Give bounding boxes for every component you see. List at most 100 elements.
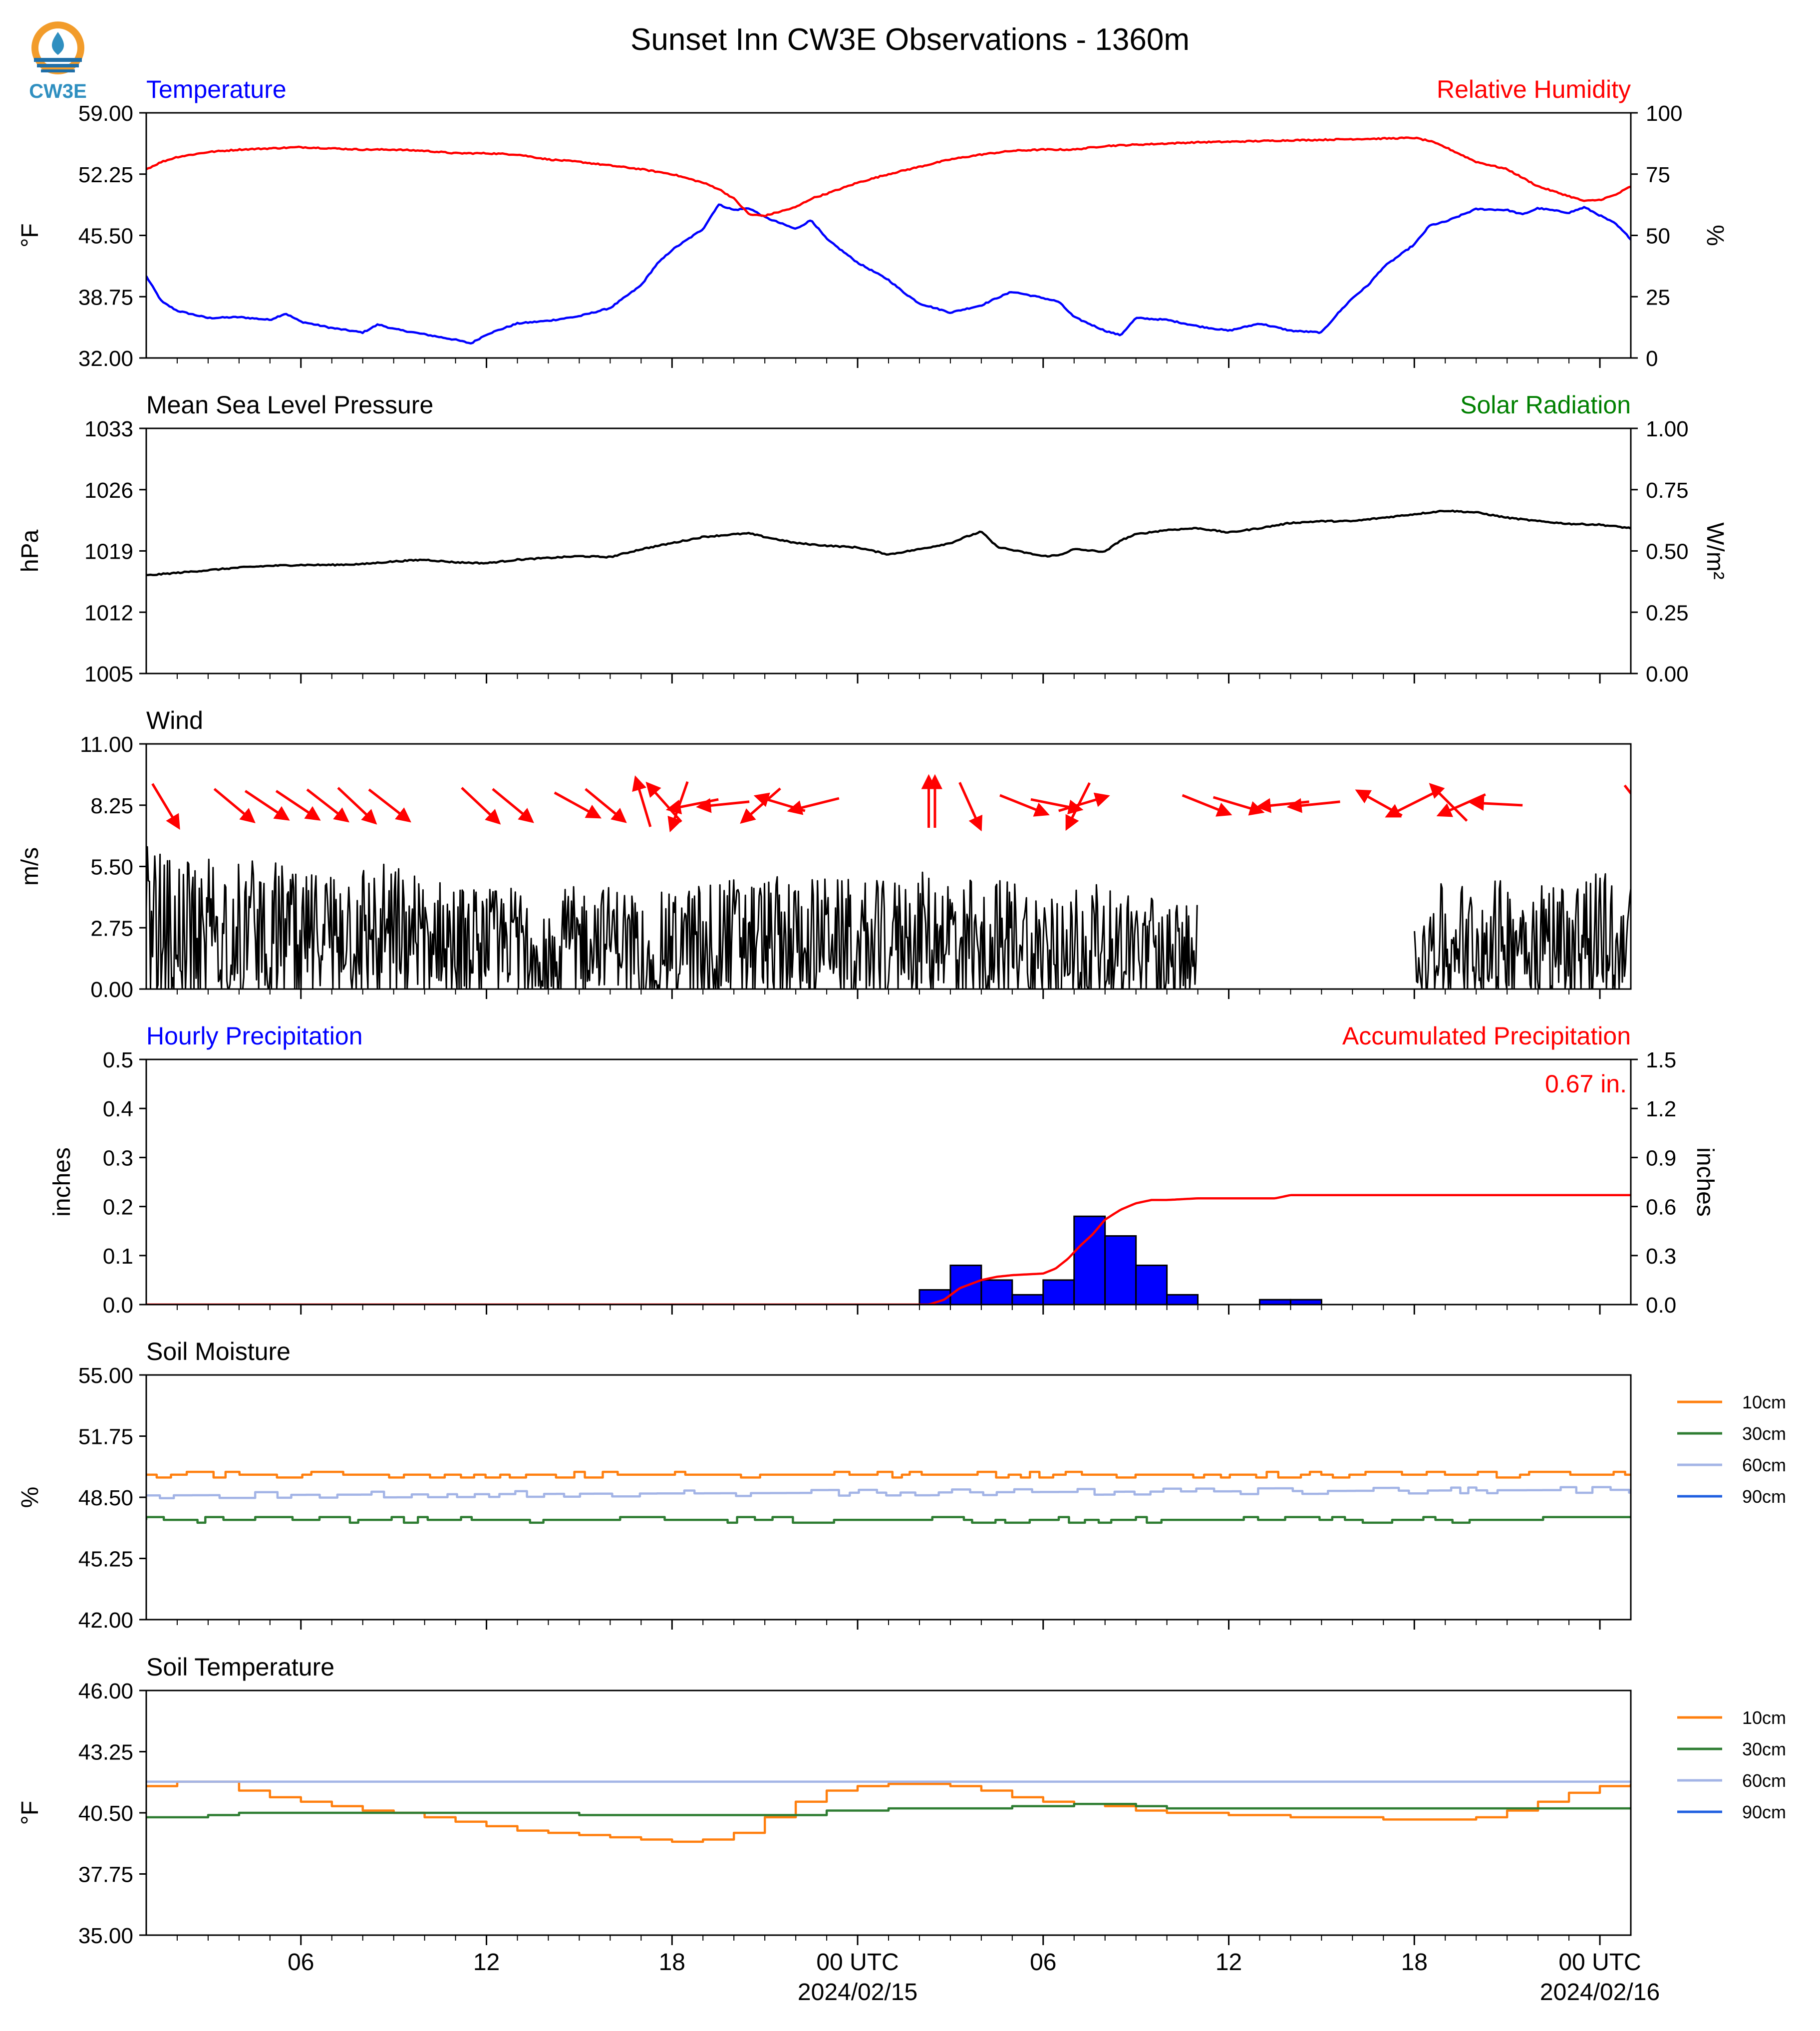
wind-direction-arrow [585, 788, 627, 823]
panel-title-left: Soil Temperature [146, 1653, 334, 1681]
wind-direction-arrow [151, 783, 180, 830]
wind-direction-arrow [554, 791, 602, 819]
y-tick-label-right: 1.5 [1646, 1048, 1676, 1072]
wind-direction-arrow [275, 790, 321, 821]
x-tick-label: 12 [1215, 1949, 1242, 1976]
plot-area [146, 136, 1631, 345]
y-tick-label-left: 42.00 [78, 1608, 133, 1633]
wind-direction-arrow [1065, 782, 1091, 831]
logo-text: CW3E [29, 80, 87, 102]
series-line-wind-speed [146, 846, 1631, 989]
panel-temperature-rh: Temperature Relative Humidity 59.00 52.25 45… [17, 75, 1728, 371]
x-tick-label: 06 [288, 1949, 314, 1976]
x-tick-label: 18 [659, 1949, 685, 1976]
y-axis-label-left: % [17, 1487, 43, 1508]
wind-direction-arrow [1623, 784, 1631, 796]
y-tick-label-left: 1005 [84, 662, 133, 686]
y-tick-label-left: 35.00 [78, 1924, 133, 1948]
y-tick-label-left: 2.75 [90, 916, 133, 941]
plot-area [146, 1780, 1631, 1843]
y-axis-label-left: m/s [17, 847, 43, 886]
y-tick-label-left: 37.75 [78, 1863, 133, 1887]
y-tick-label-right: 0.75 [1646, 478, 1689, 503]
panel-title-left: Mean Sea Level Pressure [146, 391, 433, 419]
y-tick-label-left: 11.00 [80, 732, 133, 757]
y-tick-label-left: 45.25 [78, 1547, 133, 1572]
y-axis-label-left: °F [17, 1801, 43, 1825]
y-tick-label-left: 1019 [84, 540, 133, 564]
y-tick-label-left: 1026 [84, 478, 133, 503]
y-tick-label-right: 75 [1646, 163, 1670, 187]
y-tick-label-right: 0.6 [1646, 1195, 1676, 1220]
legend-label: 10cm [1742, 1392, 1786, 1412]
y-tick-label-left: 0.00 [90, 978, 133, 1002]
panel-title-left: Wind [146, 706, 203, 734]
wind-direction-arrow [1385, 792, 1434, 818]
y-tick-label-left: 38.75 [78, 285, 133, 310]
panel-title-right: Accumulated Precipitation [1342, 1022, 1631, 1050]
wind-direction-arrow [1058, 792, 1110, 812]
plot-frame [145, 112, 1632, 359]
series-line-temperature [146, 203, 1631, 345]
y-axis-label-left: inches [49, 1147, 75, 1217]
y-tick-label-left: 40.50 [78, 1801, 133, 1826]
x-tick-label: 06 [1030, 1949, 1056, 1976]
y-tick-label-left: 0.5 [103, 1048, 133, 1072]
wind-direction-arrow [999, 794, 1050, 817]
series-line-10cm [146, 1470, 1631, 1479]
wind-direction-arrow [244, 790, 290, 821]
precip-bar [980, 1279, 1013, 1305]
wind-direction-arrow [492, 788, 534, 823]
plot-area [146, 1194, 1631, 1305]
y-tick-label-left: 43.25 [78, 1740, 133, 1765]
plot-frame [145, 1374, 1632, 1621]
accumulated-total-label: 0.67 in. [1545, 1070, 1627, 1098]
y-tick-label-left: 0.0 [103, 1293, 133, 1318]
y-tick-label-left: 59.00 [78, 101, 133, 126]
y-tick-label-left: 5.50 [90, 855, 133, 880]
y-tick-label-left: 1033 [84, 417, 133, 441]
wind-direction-arrow [213, 788, 256, 823]
y-tick-label-right: 0.25 [1646, 601, 1689, 625]
x-tick-date-label: 2024/02/16 [1540, 1979, 1660, 2006]
series-line-relative-humidity [146, 136, 1631, 218]
y-tick-label-left: 52.25 [78, 163, 133, 187]
legend-label: 90cm [1742, 1802, 1786, 1822]
wind-direction-arrow [1286, 798, 1340, 813]
y-tick-label-left: 0.2 [103, 1195, 133, 1220]
wind-direction-arrow [337, 787, 377, 825]
wind-direction-arrow [787, 797, 840, 815]
y-tick-label-right: 1.2 [1646, 1097, 1676, 1121]
y-tick-label-left: 0.1 [103, 1244, 133, 1269]
series-line-accumulated-precipitation [146, 1194, 1631, 1305]
y-axis-label-right: % [1702, 225, 1728, 246]
wind-direction-arrow [632, 775, 652, 827]
series-line-30cm [146, 1516, 1631, 1524]
series-line-10cm [146, 1780, 1631, 1843]
y-tick-label-left: 8.25 [90, 794, 133, 818]
series-line-mean-sea-level-pressure [146, 509, 1631, 577]
y-tick-label-right: 100 [1646, 101, 1682, 126]
legend-label: 90cm [1742, 1486, 1786, 1507]
panel-wind: Wind 11.00 8.25 5.50 2.75 0.00 m/s [17, 706, 1632, 1002]
y-tick-label-left: 0.3 [103, 1146, 133, 1170]
y-axis-label-left: hPa [17, 529, 43, 572]
panel-pressure-solar: Mean Sea Level Pressure Solar Radiation 10… [17, 391, 1728, 686]
panel-soil-temperature: Soil Temperature 46.00 43.25 40.50 37.75 35.0… [17, 1653, 1786, 2006]
y-axis-label-right: inches [1692, 1147, 1718, 1217]
y-tick-label-left: 32.00 [78, 346, 133, 371]
y-tick-label-left: 48.50 [78, 1486, 133, 1510]
wind-direction-arrow [368, 788, 411, 823]
precip-bar [1166, 1294, 1199, 1305]
legend-label: 60cm [1742, 1455, 1786, 1475]
legend-label: 30cm [1742, 1423, 1786, 1444]
series-line-30cm [146, 1802, 1631, 1819]
y-tick-label-left: 0.4 [103, 1097, 133, 1121]
precip-bar [1104, 1235, 1137, 1305]
y-axis-label-right: W/m² [1702, 522, 1728, 580]
plot-area [146, 509, 1631, 577]
wind-direction-arrow [1182, 794, 1232, 817]
y-tick-label-right: 0 [1646, 346, 1658, 371]
x-tick-date-label: 2024/02/15 [798, 1979, 917, 2006]
y-tick-label-right: 1.00 [1646, 417, 1689, 441]
